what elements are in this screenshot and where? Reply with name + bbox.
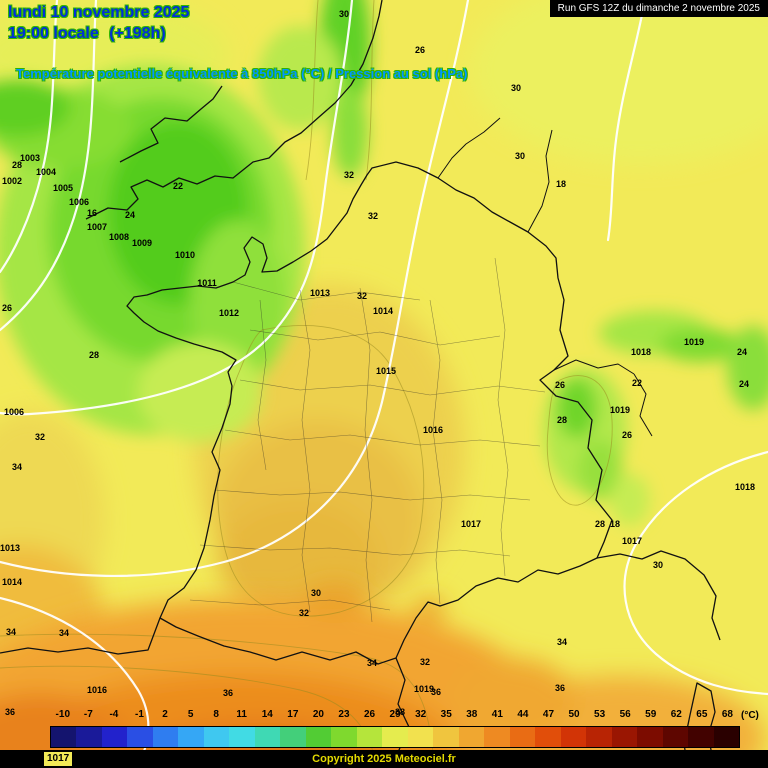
colorbar-segment <box>127 727 153 747</box>
colorbar-tick-label: 32 <box>415 709 427 720</box>
colorbar-segment <box>637 727 663 747</box>
bottom-bar: Copyright 2025 Meteociel.fr <box>0 750 768 768</box>
colorbar-tick-label: 59 <box>645 709 657 720</box>
colorbar-segment <box>586 727 612 747</box>
colorbar-segment <box>662 727 689 747</box>
department-borders <box>189 257 546 623</box>
colorbar-tick-label: 35 <box>440 709 452 720</box>
colorbar-segments <box>50 726 740 748</box>
forecast-date: lundi 10 novembre 2025 <box>8 4 190 21</box>
model-run-info: Run GFS 12Z du dimanche 2 novembre 2025 <box>549 0 768 17</box>
colorbar-tick-label: 50 <box>568 709 580 720</box>
colorbar-tick-label: 29 <box>389 709 401 720</box>
colorbar-tick-label: 47 <box>542 709 555 720</box>
colorbar-segment <box>229 727 255 747</box>
colorbar-tick-label: 65 <box>696 709 708 720</box>
colorbar-segment <box>51 727 77 747</box>
colorbar-tick-label: -7 <box>83 709 93 720</box>
forecast-hour-offset: (+198h) <box>109 25 166 42</box>
colorbar-tick-label: 5 <box>187 709 194 720</box>
colorbar-tick-label: 44 <box>517 709 529 720</box>
colorbar-segment <box>178 727 204 747</box>
map-title: Température potentielle équivalente à 85… <box>16 66 468 81</box>
colorbar-tick-label: 23 <box>338 709 350 720</box>
colorbar-segment <box>382 727 408 747</box>
colorbar-segment <box>356 727 383 747</box>
colorbar-segment <box>458 727 485 747</box>
colorbar-tick-label: 56 <box>619 709 631 720</box>
colorbar-tick-label: 68 <box>721 709 733 720</box>
colorbar-segment <box>101 727 128 747</box>
colorbar-tick-label: 2 <box>162 709 168 720</box>
colorbar-numbers: -10 -7 -4 -1 2 5 8 11 14 17 20 23 26 29 32 35 38 41 44 47 50… <box>50 709 740 720</box>
corner-pressure-label: 1017 <box>44 752 73 766</box>
colorbar-tick-label: 62 <box>670 709 682 720</box>
colorbar-tick-label: 41 <box>491 709 503 720</box>
colorbar-segment <box>484 727 510 747</box>
colorbar-unit-label: (°C) <box>741 710 759 721</box>
colorbar-tick-label: 14 <box>261 709 273 720</box>
colorbar-segment <box>203 727 230 747</box>
colorbar-tick-label: 53 <box>594 709 606 720</box>
colorbar-segment <box>713 727 740 747</box>
copyright-text: Copyright 2025 Meteociel.fr <box>312 753 456 765</box>
colorbar-segment <box>535 727 561 747</box>
colorbar-segment <box>305 727 332 747</box>
colorbar-tick-label: 38 <box>466 709 478 720</box>
colorbar-tick-label: 26 <box>363 709 376 720</box>
colorbar-segment <box>433 727 459 747</box>
colorbar-tick-label: 11 <box>236 709 247 720</box>
colorbar-segment <box>254 727 281 747</box>
colorbar-tick-label: -1 <box>135 709 144 720</box>
colorbar-tick-label: -10 <box>55 709 70 720</box>
colorbar-segment <box>407 727 434 747</box>
colorbar-segment <box>509 727 536 747</box>
colorbar-segment <box>280 727 306 747</box>
colorbar-tick-label: 8 <box>213 709 219 720</box>
colorbar-tick-label: 17 <box>287 709 299 720</box>
colorbar-segment <box>76 727 102 747</box>
forecast-time-local: 19:00 locale <box>8 25 99 42</box>
colorbar-segment <box>611 727 638 747</box>
colorbar-tick-label: -4 <box>109 709 119 720</box>
colorbar-segment <box>560 727 587 747</box>
colorbar-segment <box>152 727 179 747</box>
forecast-time: 19:00 locale (+198h) <box>8 25 166 43</box>
colorbar-segment <box>688 727 714 747</box>
coastlines-borders <box>0 0 721 768</box>
colorbar-tick-label: 20 <box>312 709 324 720</box>
colorbar-segment <box>331 727 357 747</box>
